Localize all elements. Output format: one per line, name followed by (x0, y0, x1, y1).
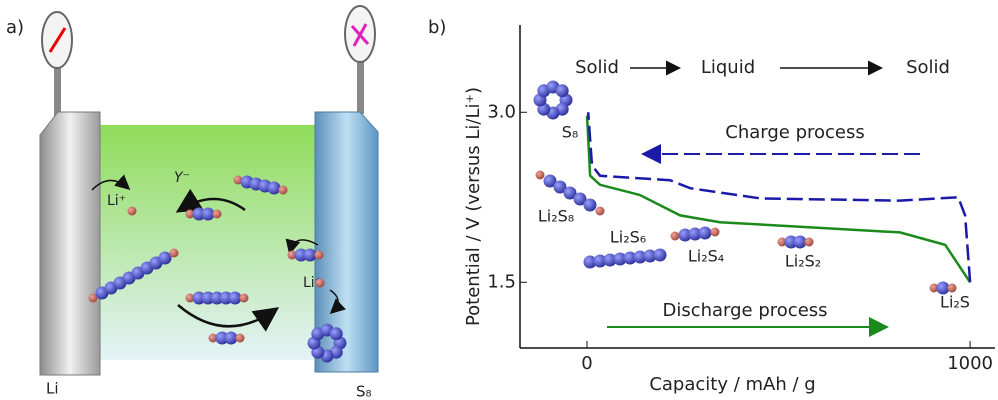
li-atom (536, 171, 545, 180)
li-atom (315, 251, 324, 260)
species-label: Li₂S₈ (538, 207, 574, 226)
figure: a) Li S₈ Li⁺ Li⁺ Y⁻ b) 1.5 3.0 0 1000 Capacit… (0, 0, 998, 400)
species-label: S₈ (562, 123, 579, 142)
panel-label: a) (6, 17, 24, 38)
species-label: Li₂S₆ (610, 228, 646, 247)
x-axis-label: Capacity / mAh / g (649, 374, 815, 395)
electrode-label: Li (46, 380, 59, 398)
electrode-label: S₈ (356, 383, 372, 400)
panel-label: b) (428, 17, 446, 38)
x-tick-label: 0 (581, 353, 592, 374)
li-atom (316, 279, 325, 288)
s-atom (584, 199, 597, 212)
li-atom (805, 238, 814, 247)
species-label: Li₂S₄ (688, 247, 724, 266)
li-electrode (40, 112, 100, 375)
y-tick-label: 1.5 (487, 271, 516, 292)
li-atom (596, 207, 605, 216)
s-atom (330, 327, 343, 340)
li-atom (240, 294, 249, 303)
li-atom (128, 207, 137, 216)
s-atom (699, 227, 712, 240)
process-label: Discharge process (662, 300, 827, 321)
x-tick-label: 1000 (947, 353, 993, 374)
process-label: Charge process (725, 122, 864, 143)
li-atom (170, 249, 179, 258)
species-label: Li₂S (940, 293, 970, 312)
chart: b) 1.5 3.0 0 1000 Capacity / mAh / g Potential… (428, 17, 995, 395)
ion-label: Y⁻ (174, 170, 190, 186)
cell-schematic: a) Li S₈ Li⁺ Li⁺ Y⁻ (6, 6, 378, 400)
li-atom (236, 334, 245, 343)
y-axis-label: Potential / V (versus Li/Li⁺) (463, 87, 484, 326)
ion-label: Li⁺ (107, 193, 126, 209)
y-tick-label: 3.0 (487, 101, 516, 122)
phase-label: Solid (906, 57, 950, 78)
s-atom (268, 182, 281, 195)
page: {"panel_a": {"label": "a)", "li": "Li", … (0, 0, 998, 400)
li-atom (213, 210, 222, 219)
tab-rod (357, 62, 364, 114)
li-atom (948, 284, 957, 293)
li-atom (279, 186, 288, 195)
s-atom (654, 249, 667, 262)
phase-label: Liquid (701, 57, 755, 78)
phase-label: Solid (575, 57, 619, 78)
species-label: Li₂S₂ (785, 252, 821, 271)
s-atom (556, 84, 569, 97)
li-atom (711, 228, 720, 237)
li-atom (671, 232, 680, 241)
